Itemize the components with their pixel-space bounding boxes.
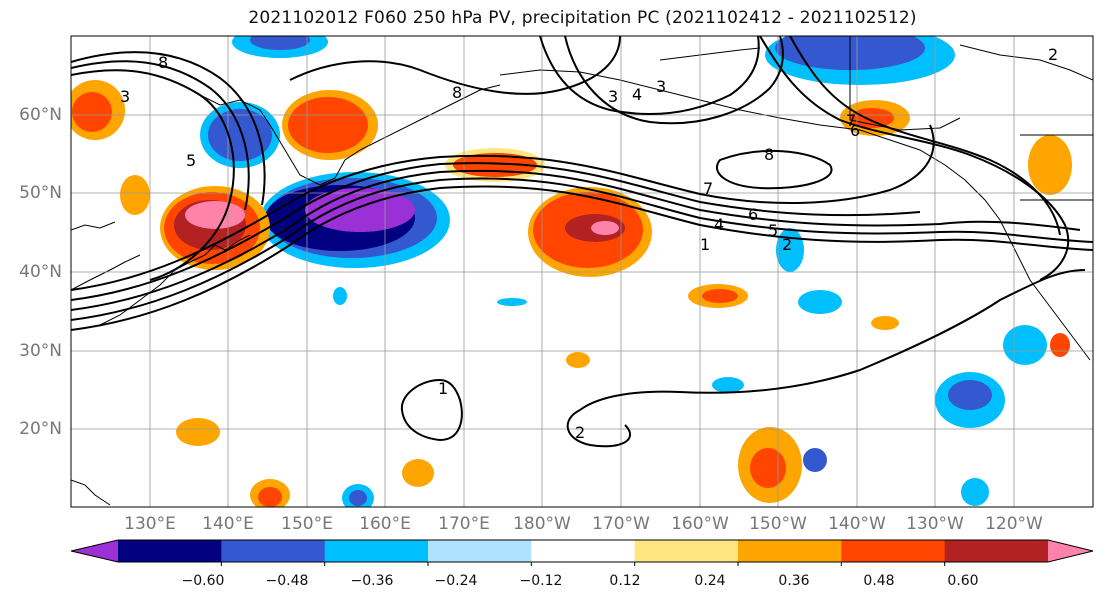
neg-blob [712,377,744,393]
colorbar-swatch [324,540,429,562]
neg-blob [803,448,827,472]
lat-label: 40°N [19,262,62,282]
contour-label: 5 [186,151,196,170]
lat-label: 30°N [19,341,62,361]
lon-label: 170°W [592,514,650,534]
contour-label: 8 [764,145,774,164]
neg-blob [250,36,310,50]
colorbar-tick: 0.48 [863,573,895,589]
contour-label: 3 [120,87,130,106]
contour-label: 6 [850,121,860,140]
lon-label: 120°W [985,514,1043,534]
lon-label: 160°E [359,514,411,534]
pos-blob [72,92,112,132]
colorbar-outline [70,539,1094,563]
lon-label: 140°E [202,514,254,534]
colorbar-tick: −0.60 [181,573,225,589]
colorbar-tick: 0.24 [694,573,726,589]
lat-label: 60°N [19,105,62,125]
contour-label: 4 [714,215,724,234]
contour-label: 2 [1048,45,1058,64]
contour-label: 2 [575,423,585,442]
contour-label: 1 [700,235,710,254]
contour-label: 2 [782,235,792,254]
pos-blob [871,316,899,330]
pos-blob [591,221,619,235]
colorbar-extend-min [71,540,118,562]
coastlines [71,36,1093,506]
pos-blob [750,448,786,488]
colorbar-tick: −0.12 [519,573,563,589]
neg-blob [798,290,842,314]
contour-label: 7 [703,179,713,198]
contour-label: 8 [158,53,168,72]
neg-blob [333,287,347,305]
contour-label: 7 [846,111,856,130]
colorbar-extend-max [1048,540,1093,562]
colorbar-swatch [118,540,222,562]
colorbar-tick: 0.36 [778,573,810,589]
map-title: 2021102012 F060 250 hPa PV, precipitatio… [248,8,917,28]
lon-label: 130°W [906,514,964,534]
pos-blob [176,418,220,446]
pv-contours [71,36,1093,448]
graticule [71,36,1093,507]
pos-blob [402,459,434,487]
pos-blob [258,487,282,507]
lon-label: 130°E [124,514,176,534]
colorbar-tick: −0.36 [350,573,394,589]
contour-label: 3 [608,87,618,106]
pos-blob [850,108,894,128]
lon-label: 180°W [513,514,571,534]
colorbar-tick: 0.12 [609,573,641,589]
lon-label: 150°W [749,514,807,534]
pos-blob [1028,135,1072,195]
lat-label: 50°N [19,183,62,203]
lat-label: 20°N [19,419,62,439]
neg-blob [497,298,527,306]
colorbar-tick: 0.60 [947,573,979,589]
lon-label: 160°W [671,514,729,534]
contour-label: 8 [452,83,462,102]
neg-blob [1003,325,1047,365]
pos-blob [185,201,245,229]
colorbar-swatch [738,540,842,562]
pos-blob [566,352,590,368]
contour-label: 6 [748,205,758,224]
pos-blob [120,175,150,215]
neg-blob [961,478,989,506]
neg-blob [349,490,367,506]
colorbar-swatch [841,540,946,562]
colorbar-tick: −0.48 [265,573,309,589]
contour-label: 1 [438,379,448,398]
map-frame [70,35,1094,508]
pos-blob [288,97,368,153]
lon-label: 140°W [828,514,886,534]
lon-label: 150°E [281,514,333,534]
colorbar-swatch [428,540,532,562]
colorbar-swatch [944,540,1049,562]
colorbar-swatch [531,540,636,562]
lon-label: 170°E [438,514,490,534]
contour-label: 3 [656,77,666,96]
colorbar [70,539,1094,566]
colorbar-tick: −0.24 [434,573,478,589]
contour-label: 4 [632,85,642,104]
pos-blob [702,289,738,303]
contour-labels: 8 3 5 8 3 4 3 8 6 7 4 6 5 2 1 1 2 2 7 [120,45,1058,442]
pos-blob [1050,333,1070,357]
neg-blob [948,380,992,410]
colorbar-swatch [634,540,739,562]
colorbar-swatch [221,540,326,562]
contour-label: 5 [768,221,778,240]
